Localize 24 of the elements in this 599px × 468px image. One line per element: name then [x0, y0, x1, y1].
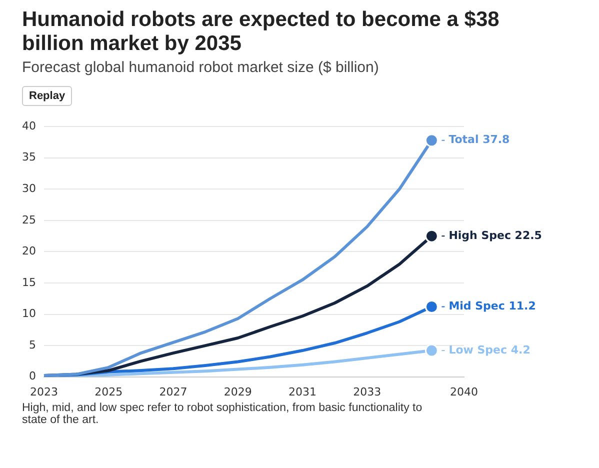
- chart-title: Humanoid robots are expected to become a $38 billion market by 2035: [22, 8, 500, 56]
- x-tick-label: 2031: [288, 385, 316, 398]
- y-tick-label: 0: [28, 370, 36, 383]
- y-tick-label: 30: [22, 182, 36, 196]
- x-tick-label: 2025: [94, 385, 123, 398]
- y-tick-label: 5: [28, 338, 36, 352]
- text: High Spec 22.5: [448, 228, 542, 242]
- text: Low Spec 4.2: [448, 343, 530, 356]
- chart-subtitle: Forecast global humanoid robot market size ($ billion): [22, 59, 380, 76]
- y-tick-label: 40: [22, 119, 36, 132]
- y-tick-label: 35: [22, 150, 36, 164]
- x-tick-label: 2040: [450, 385, 478, 398]
- text: Mid Spec 11.2: [448, 300, 536, 313]
- y-tick-label: 15: [22, 276, 36, 289]
- text: Total 37.8: [448, 133, 510, 146]
- x-tick-label: 2033: [353, 385, 382, 398]
- x-tick-label: 2027: [159, 385, 188, 398]
- text: High, mid, and low spec refer to robot sophistication, from basic functionality to state of the art.: [22, 402, 424, 426]
- replay-button: Replay: [22, 86, 72, 106]
- y-tick-label: 20: [22, 244, 36, 258]
- y-tick-label: 10: [22, 307, 36, 320]
- x-tick-label: 2023: [30, 385, 58, 398]
- x-tick-label: 2029: [224, 385, 252, 398]
- y-tick-label: 25: [22, 213, 36, 226]
